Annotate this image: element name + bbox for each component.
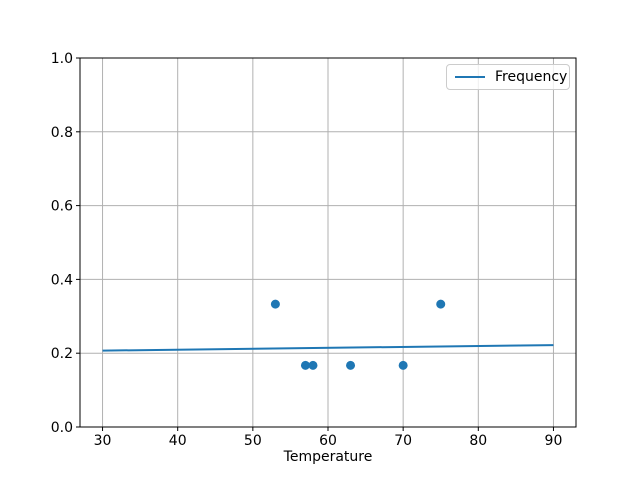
- plot-border: [79, 57, 577, 428]
- data-point: [308, 360, 318, 370]
- y-tick-label: 0.4: [51, 272, 73, 288]
- x-tick-label: 30: [94, 433, 112, 449]
- data-point: [300, 360, 310, 370]
- x-axis-label: Temperature: [283, 449, 373, 465]
- data-point: [398, 360, 408, 370]
- y-tick-label: 0.8: [51, 125, 73, 141]
- x-tick-label: 80: [469, 433, 487, 449]
- frequency-line: [102, 344, 554, 352]
- legend: Frequency: [446, 64, 570, 90]
- x-tick-label: 50: [244, 433, 262, 449]
- data-point: [436, 299, 446, 309]
- legend-entry-label: Frequency: [495, 69, 568, 85]
- x-tick-label: 90: [545, 433, 563, 449]
- y-tick-label: 0.2: [51, 346, 73, 362]
- data-point: [346, 360, 356, 370]
- x-tick-label: 60: [319, 433, 337, 449]
- x-tick-label: 70: [394, 433, 412, 449]
- y-tick-label: 0.0: [51, 420, 73, 436]
- y-tick-label: 0.6: [51, 199, 73, 215]
- legend-line-swatch-icon: [455, 76, 485, 78]
- data-point: [270, 299, 280, 309]
- x-tick-label: 40: [169, 433, 187, 449]
- y-tick-label: 1.0: [51, 51, 73, 67]
